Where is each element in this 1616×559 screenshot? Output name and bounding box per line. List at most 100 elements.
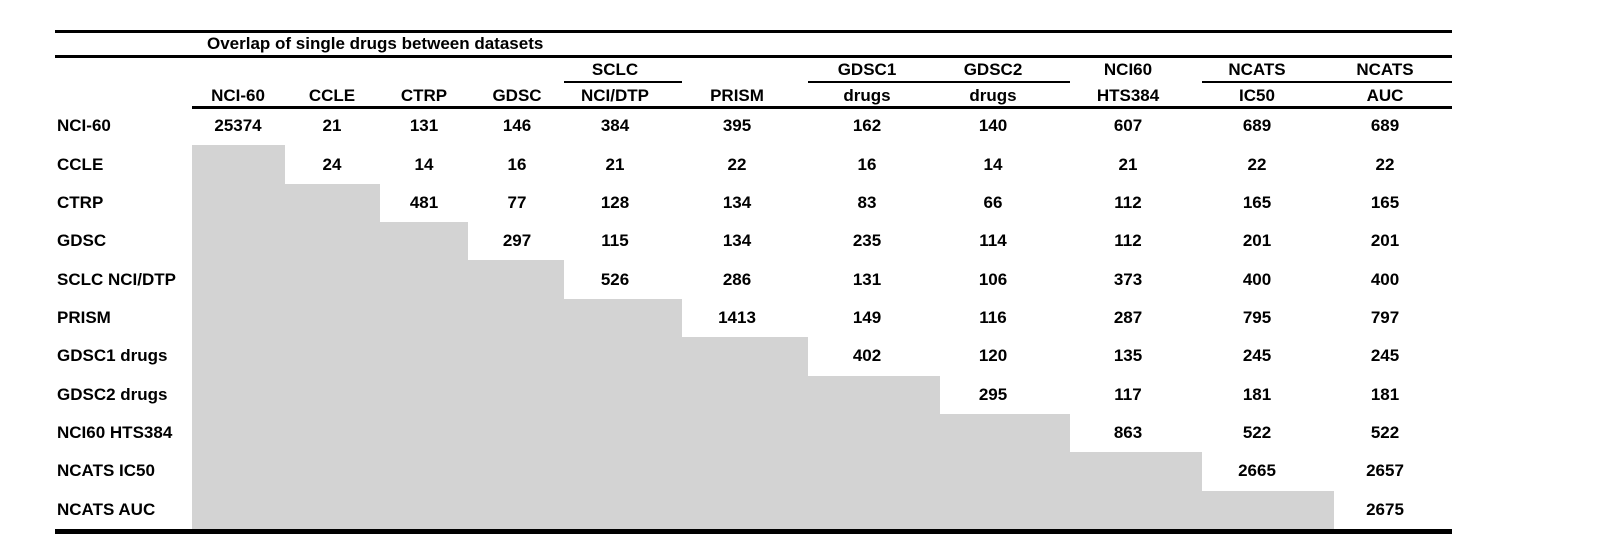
shaded-cell [192,222,468,262]
cell-value: 134 [722,231,752,251]
row-label: SCLC NCI/DTP [57,269,176,289]
shaded-cell [192,298,682,338]
cell-value: 245 [1370,346,1400,366]
cell-value: 165 [1370,192,1400,212]
cell-value: 400 [1242,269,1272,289]
cell-value: 162 [852,116,882,136]
cell-value: 201 [1370,231,1400,251]
cell-value: 77 [507,192,527,212]
cell-value: 16 [857,154,877,174]
shaded-cell [192,375,940,415]
row-label: GDSC2 drugs [57,384,168,404]
column-group-label: GDSC1 [837,60,897,79]
row-label: GDSC [57,231,107,251]
row-label: NCATS IC50 [57,461,155,481]
cell-value: 165 [1242,192,1272,212]
cell-value: 181 [1242,384,1272,404]
cell-value: 522 [1242,423,1272,443]
column-header: NCI/DTP [581,86,649,105]
cell-value: 140 [978,116,1008,136]
cell-value: 135 [1113,346,1143,366]
cell-value: 21 [605,154,625,174]
cell-value: 14 [414,154,434,174]
shaded-cell [192,260,564,300]
row-label: GDSC1 drugs [57,346,168,366]
column-group-underline-rule [564,81,682,83]
shaded-cell [192,413,1070,453]
cell-value: 114 [979,231,1007,251]
cell-value: 115 [601,231,629,251]
column-header: drugs [969,86,1017,105]
cell-value: 607 [1113,116,1143,136]
column-header: IC50 [1239,86,1275,105]
cell-value: 21 [322,116,342,136]
cell-value: 21 [1118,154,1138,174]
cell-value: 395 [722,116,752,136]
table-title: Overlap of single drugs between datasets [207,34,544,53]
cell-value: 689 [1370,116,1400,136]
shaded-cell [192,337,808,377]
cell-value: 134 [722,192,752,212]
column-group-underline-rule [808,81,1070,83]
shaded-cell [192,490,1334,529]
cell-value: 22 [727,154,747,174]
cell-value: 131 [852,269,882,289]
column-header: HTS384 [1096,86,1160,105]
column-header: CCLE [308,86,356,105]
cell-value: 795 [1242,307,1272,327]
cell-value: 373 [1113,269,1143,289]
cell-value: 24 [322,154,342,174]
cell-value: 481 [409,192,439,212]
cell-value: 117 [1114,384,1142,404]
cell-value: 245 [1242,346,1272,366]
column-group-label: NCI60 [1103,60,1153,79]
cell-value: 384 [600,116,630,136]
cell-value: 181 [1370,384,1400,404]
bottom-rule [55,529,1452,534]
row-label: CTRP [57,192,104,212]
row-label: NCI-60 [57,116,111,136]
cell-value: 526 [600,269,630,289]
cell-value: 112 [1114,231,1142,251]
cell-value: 402 [852,346,882,366]
column-group-label: GDSC2 [963,60,1023,79]
cell-value: 297 [502,231,532,251]
column-header: CTRP [400,86,448,105]
cell-value: 863 [1113,423,1143,443]
shaded-cell [192,183,380,223]
cell-value: 286 [722,269,752,289]
column-header: AUC [1366,86,1404,105]
row-label: NCI60 HTS384 [57,423,173,443]
cell-value: 131 [409,116,439,136]
cell-value: 201 [1242,231,1272,251]
column-header: NCI-60 [211,86,265,105]
top-rule [55,30,1452,33]
cell-value: 106 [978,269,1008,289]
row-label: CCLE [57,154,104,174]
column-header: drugs [843,86,891,105]
shaded-cell [192,452,1202,492]
cell-value: 235 [852,231,882,251]
cell-value: 14 [983,154,1003,174]
row-label: NCATS AUC [57,499,156,519]
cell-value: 112 [1114,192,1142,212]
cell-value: 2665 [1238,461,1276,481]
cell-value: 522 [1370,423,1400,443]
shaded-cell [192,145,285,185]
cell-value: 25374 [214,116,262,136]
cell-value: 116 [979,307,1007,327]
cell-value: 128 [600,192,630,212]
cell-value: 120 [978,346,1008,366]
cell-value: 2657 [1366,461,1404,481]
column-group-label: NCATS [1356,60,1414,79]
row-label: PRISM [57,307,111,327]
column-header: PRISM [710,86,764,105]
cell-value: 22 [1247,154,1267,174]
header-underline-rule [192,106,1452,109]
cell-value: 689 [1242,116,1272,136]
cell-value: 83 [857,192,877,212]
cell-value: 295 [978,384,1008,404]
column-group-label: NCATS [1228,60,1286,79]
cell-value: 797 [1370,307,1400,327]
